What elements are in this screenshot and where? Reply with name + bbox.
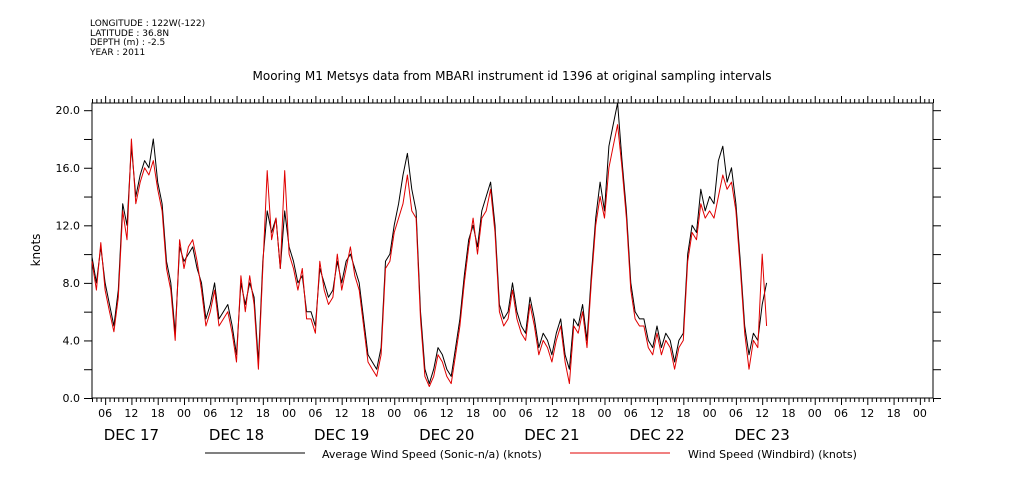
y-tick-label: 20.0 <box>56 104 81 117</box>
plot-axes: 0.0 4.0 8.0 12.0 16.0 20.0 06 12 18 00 06 12 18 00 06 1… <box>56 96 941 444</box>
x-tick-label: 00 <box>703 407 717 420</box>
plot-frame <box>91 102 934 399</box>
x-day-label: DEC 19 <box>314 426 369 444</box>
series-average-wind-speed <box>91 102 768 385</box>
x-tick-label: 00 <box>282 407 296 420</box>
y-tick-label: 4.0 <box>63 334 81 347</box>
x-tick-label: 00 <box>387 407 401 420</box>
y-axis-label: knots <box>29 234 43 267</box>
x-tick-label: 06 <box>308 407 322 420</box>
legend: Average Wind Speed (Sonic-n/a) (knots) W… <box>205 448 857 461</box>
y-tick-label: 8.0 <box>63 277 81 290</box>
x-day-label: DEC 17 <box>104 426 159 444</box>
x-tick-label: 18 <box>256 407 270 420</box>
x-tick-label: 06 <box>624 407 638 420</box>
x-tick-label: 18 <box>151 407 165 420</box>
x-tick-label: 12 <box>650 407 664 420</box>
y-tick-label: 0.0 <box>63 392 81 405</box>
x-tick-label: 18 <box>887 407 901 420</box>
meta-depth: DEPTH (m) : -2.5 <box>90 38 166 48</box>
x-day-label: DEC 18 <box>209 426 264 444</box>
x-tick-label: 18 <box>676 407 690 420</box>
chart-title: Mooring M1 Metsys data from MBARI instru… <box>253 69 772 83</box>
x-tick-label: 06 <box>414 407 428 420</box>
meta-year: YEAR : 2011 <box>90 47 146 58</box>
series-layer <box>91 102 768 387</box>
x-tick-label: 18 <box>361 407 375 420</box>
x-tick-label: 00 <box>597 407 611 420</box>
x-day-label: DEC 23 <box>734 426 789 444</box>
x-tick-label: 00 <box>177 407 191 420</box>
x-tick-label: 00 <box>913 407 927 420</box>
x-day-label: DEC 20 <box>419 426 474 444</box>
x-tick-label: 00 <box>492 407 506 420</box>
x-tick-label: 06 <box>98 407 112 420</box>
x-tick-label: 06 <box>729 407 743 420</box>
y-tick-label: 12.0 <box>56 219 81 232</box>
x-tick-label: 18 <box>466 407 480 420</box>
x-tick-label: 12 <box>230 407 244 420</box>
legend-label-windbird: Wind Speed (Windbird) (knots) <box>688 448 857 461</box>
metadata-block: LONGITUDE : 122W(-122) LATITUDE : 36.8N … <box>90 19 206 58</box>
x-tick-label: 12 <box>860 407 874 420</box>
x-tick-label: 06 <box>203 407 217 420</box>
x-tick-label: 12 <box>124 407 138 420</box>
x-tick-label: 06 <box>519 407 533 420</box>
legend-label-average: Average Wind Speed (Sonic-n/a) (knots) <box>322 448 542 461</box>
x-tick-label: 00 <box>808 407 822 420</box>
x-tick-label: 12 <box>335 407 349 420</box>
meta-latitude: LATITUDE : 36.8N <box>90 28 170 39</box>
x-tick-label: 12 <box>755 407 769 420</box>
x-tick-label: 06 <box>834 407 848 420</box>
y-tick-label: 16.0 <box>56 162 81 175</box>
x-day-label: DEC 21 <box>524 426 579 444</box>
x-tick-label: 12 <box>440 407 454 420</box>
x-day-label: DEC 22 <box>629 426 684 444</box>
series-windbird-wind-speed <box>91 124 768 387</box>
x-tick-label: 18 <box>781 407 795 420</box>
x-tick-label: 18 <box>571 407 585 420</box>
x-tick-label: 12 <box>545 407 559 420</box>
meta-longitude: LONGITUDE : 122W(-122) <box>90 19 206 29</box>
